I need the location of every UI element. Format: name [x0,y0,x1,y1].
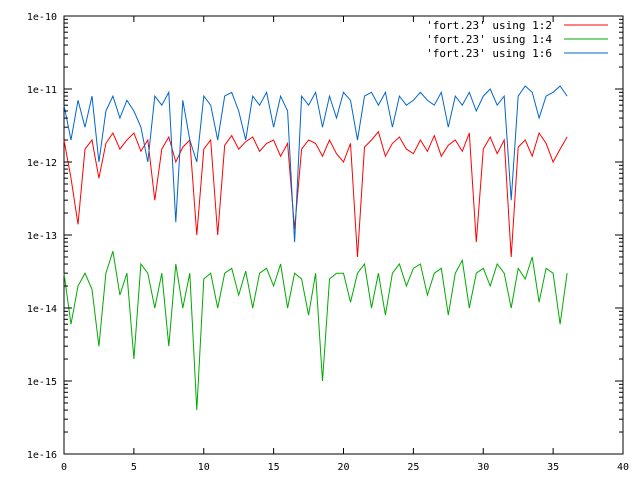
ticks-layer: 0 5 10 15 20 25 30 35 40 1e-16 1e-15 1e-14 1e-13 1e-1… [27,12,629,473]
x-tick-label: 20 [337,462,349,473]
series-line-3 [63,85,568,243]
series-layer [63,85,568,411]
legend-entry-label: 'fort.23' using 1:6 [426,47,552,60]
legend-entry-label: 'fort.23' using 1:4 [426,33,552,46]
x-tick-label: 35 [547,462,559,473]
x-tick-label: 15 [268,462,280,473]
y-tick-label: 1e-14 [27,304,57,315]
series-line-2 [63,251,568,411]
y-tick-label: 1e-15 [27,377,57,388]
legend-entry-label: 'fort.23' using 1:2 [426,19,552,32]
x-tick-label: 40 [617,462,629,473]
x-tick-label: 10 [198,462,210,473]
y-tick-label: 1e-13 [27,231,57,242]
y-tick-label: 1e-12 [27,158,57,169]
x-tick-label: 0 [61,462,67,473]
legend: 'fort.23' using 1:2'fort.23' using 1:4'f… [426,19,608,60]
y-tick-label: 1e-10 [27,12,57,23]
series-line-1 [63,130,568,258]
x-tick-label: 30 [477,462,489,473]
x-tick-label: 25 [407,462,419,473]
y-tick-label: 1e-16 [27,450,57,461]
x-tick-label: 5 [131,462,137,473]
y-tick-label: 1e-11 [27,85,57,96]
